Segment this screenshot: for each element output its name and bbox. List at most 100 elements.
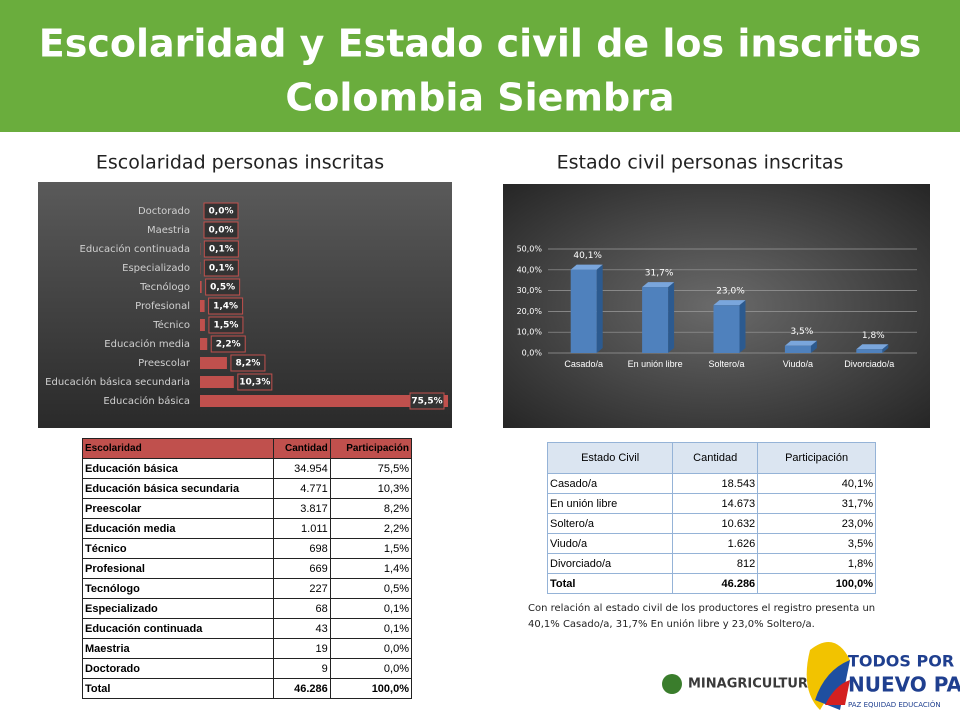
table-row: En unión libre 14.673 31,7% — [546, 493, 876, 514]
data-label: 1,5% — [213, 321, 238, 331]
x-tick-label-box: Casado/a — [564, 359, 603, 369]
data-label: 40,1% — [573, 251, 602, 261]
table-cell: 1.626 — [672, 533, 759, 554]
y-tick-label: 20,0% — [517, 307, 543, 316]
logo-text: TODOS POR UN — [848, 652, 960, 671]
data-label: 8,2% — [235, 359, 260, 369]
table-cell: 2,2% — [329, 518, 413, 539]
table-cell: 9 — [272, 658, 331, 679]
y-tick-label: Educación media — [104, 338, 190, 350]
table-cell: 0,1% — [329, 598, 413, 619]
table-cell: 3.817 — [272, 498, 331, 519]
y-tick-label: 40,0% — [517, 265, 543, 274]
y-tick-label: 0,0% — [522, 349, 543, 358]
data-label: 3,5% — [790, 327, 813, 337]
table-row: Total 46.286 100,0% — [546, 573, 876, 594]
data-label-box — [208, 297, 244, 315]
table-cell: 18.543 — [672, 473, 759, 494]
x-tick-label: Viudo/a — [782, 359, 814, 369]
table-row: Estado Civil Cantidad Participación — [546, 442, 876, 474]
table: Estado Civil Cantidad Participación Casado/… — [546, 442, 876, 594]
bar — [570, 269, 597, 353]
title: Escolaridad y Estado civil de los inscri… — [39, 22, 922, 66]
table-cell: Educación continuada — [82, 618, 274, 639]
data-label-box — [409, 392, 445, 410]
x-tick-label-box: Soltero/a — [708, 359, 744, 369]
table-cell: 46.286 — [672, 573, 759, 594]
logo-text: PAZ EQUIDAD EDUCACIÓN — [848, 700, 941, 709]
chart-title: Escolaridad personas inscritas — [96, 152, 384, 174]
bar-side — [739, 300, 746, 353]
data-label: 1,4% — [213, 302, 238, 312]
table-row: Técnico 698 1,5% — [82, 538, 413, 559]
table-row: Educación continuada 43 0,1% — [82, 618, 413, 639]
table-cell: 227 — [272, 578, 331, 599]
y-tick-label: Doctorado — [138, 206, 190, 217]
bar — [200, 338, 208, 350]
y-tick-label: Maestria — [147, 225, 190, 236]
table-cell: 14.673 — [672, 493, 759, 514]
table-cell: 1,8% — [757, 553, 876, 574]
logo-text: MINAGRICULTURA — [688, 677, 818, 692]
x-tick-label: Divorciado/a — [844, 359, 895, 369]
table-row: Viudo/a 1.626 3,5% — [546, 533, 876, 554]
table-cell: 31,7% — [757, 493, 876, 514]
data-label-box — [237, 373, 273, 391]
bar — [200, 281, 202, 293]
table-cell: Divorciado/a — [546, 553, 674, 574]
table-row: Educación básica secundaria 4.771 10,3% — [82, 478, 413, 499]
data-label: 0,1% — [209, 264, 234, 274]
table-cell: Tecnólogo — [82, 578, 274, 599]
x-tick-label-box: Divorciado/a — [844, 359, 895, 369]
table-cell: 0,1% — [329, 618, 413, 639]
y-tick-label: Tecnólogo — [139, 281, 190, 293]
table-cell: Escolaridad — [82, 438, 274, 459]
table-cell: Estado Civil — [546, 442, 674, 474]
table-cell: Educación básica — [82, 458, 274, 479]
bar — [200, 300, 205, 312]
table-cell: 812 — [672, 553, 759, 574]
x-tick-label: Casado/a — [564, 359, 603, 369]
bar — [200, 395, 448, 407]
data-label: 23,0% — [716, 287, 745, 297]
y-tick-label: 30,0% — [517, 286, 543, 295]
data-label: 75,5% — [411, 397, 442, 407]
bar-side — [810, 340, 817, 353]
bar-top — [642, 282, 675, 288]
table-cell: Especializado — [82, 598, 274, 619]
table-row: Total 46.286 100,0% — [82, 678, 413, 699]
data-label: 2,2% — [216, 340, 241, 350]
table-cell: 8,2% — [329, 498, 413, 519]
table-cell: En unión libre — [546, 493, 674, 514]
data-label: 1,8% — [862, 331, 885, 341]
note: Con relación al estado civil de los prod… — [528, 602, 875, 630]
table-cell: Educación básica secundaria — [82, 478, 274, 499]
table-cell: 68 — [272, 598, 331, 619]
data-label-box — [230, 354, 266, 372]
table-cell: 669 — [272, 558, 331, 579]
x-tick-label-box: En unión libre — [627, 359, 683, 369]
chart-background — [38, 182, 452, 428]
bar — [784, 345, 811, 353]
table: Escolaridad Cantidad Participación Educació… — [82, 438, 413, 699]
logo-icon — [662, 674, 682, 694]
data-label: 0,1% — [209, 245, 234, 255]
data-label-box — [203, 202, 239, 220]
x-tick-label: En unión libre — [627, 359, 683, 369]
table-row: Divorciado/a 812 1,8% — [546, 553, 876, 574]
bar-side — [882, 344, 889, 353]
table-cell: 10.632 — [672, 513, 759, 534]
table-cell: 0,0% — [329, 638, 413, 659]
table-cell: Cantidad — [672, 442, 759, 474]
bar — [200, 376, 234, 388]
table-cell: Cantidad — [272, 438, 331, 459]
y-tick-label: 10,0% — [517, 328, 543, 337]
data-label: 0,0% — [209, 226, 234, 236]
table-row: Maestria 19 0,0% — [82, 638, 413, 659]
logo-text: NUEVO PAÍS — [848, 673, 960, 697]
data-label-box — [203, 259, 239, 277]
table-cell: Participación — [757, 442, 876, 474]
y-tick-label: Educación básica secundaria — [45, 376, 190, 388]
table-cell: 698 — [272, 538, 331, 559]
